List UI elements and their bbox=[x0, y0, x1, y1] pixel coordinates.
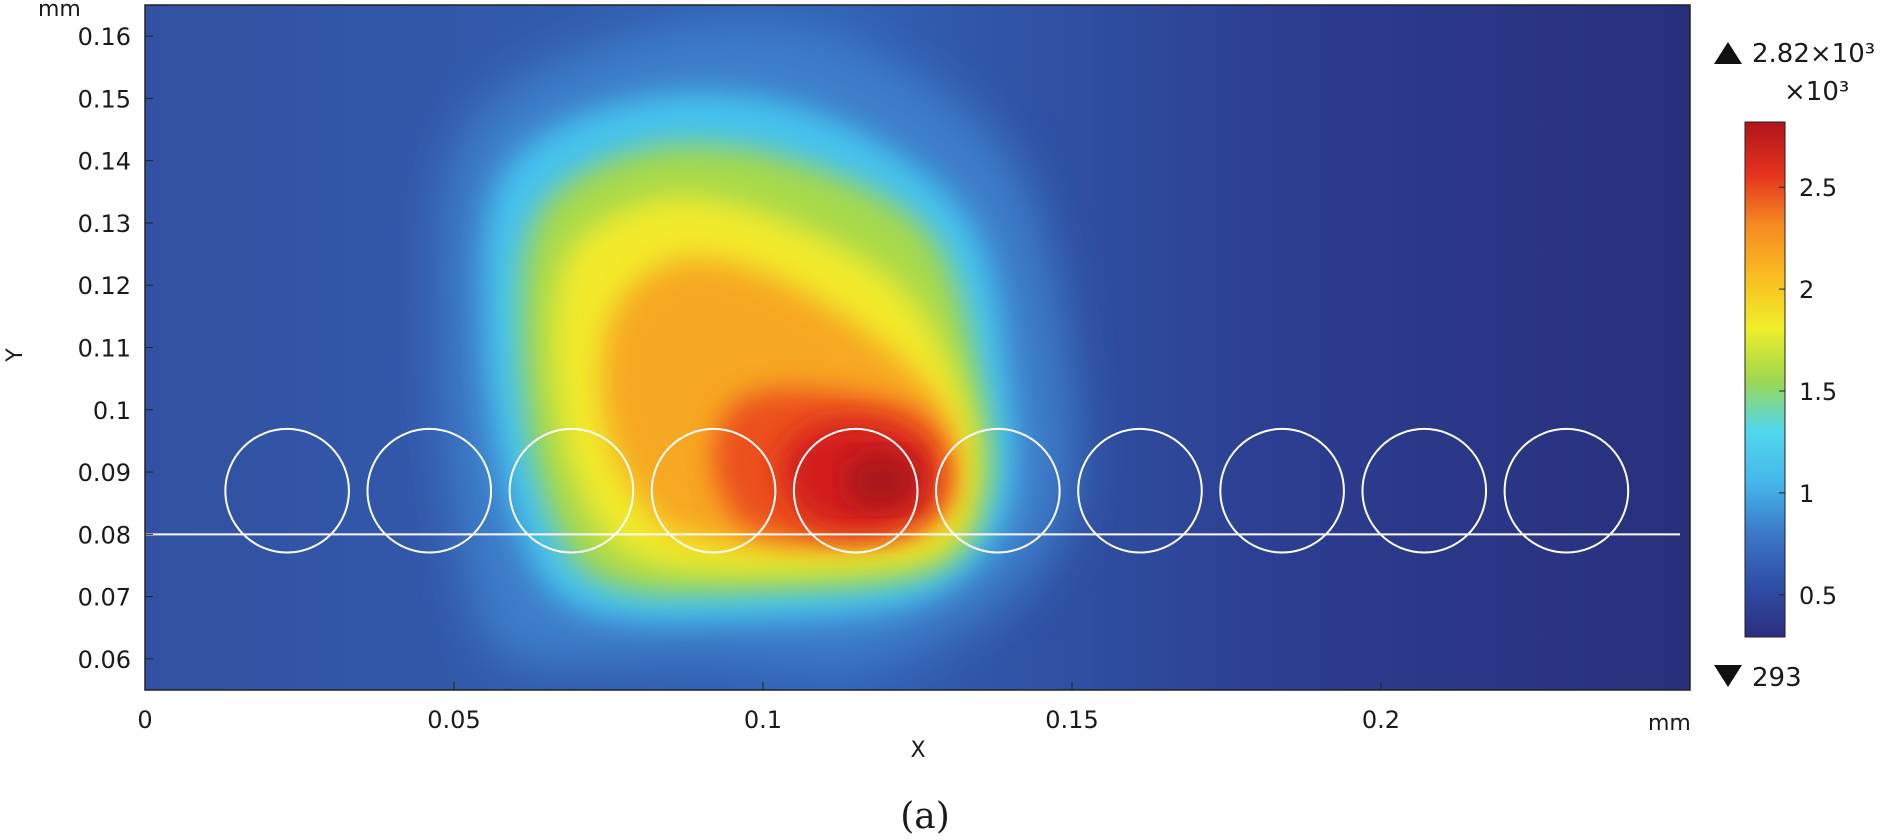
y-tick-label: 0.12 bbox=[78, 272, 131, 300]
colorbar-tick-label: 2 bbox=[1799, 276, 1814, 304]
colorbar-gradient bbox=[1744, 121, 1786, 638]
colorbar-max-marker-icon bbox=[1714, 42, 1742, 64]
particle-outlines bbox=[224, 427, 1630, 554]
particle-outline bbox=[1219, 427, 1345, 554]
y-tick-label: 0.13 bbox=[78, 210, 131, 238]
x-tick-label: 0.15 bbox=[1045, 706, 1098, 734]
y-tick-label: 0.1 bbox=[93, 397, 131, 425]
x-tick-label: 0.05 bbox=[427, 706, 480, 734]
y-tick-label: 0.15 bbox=[78, 85, 131, 113]
particle-outline bbox=[1503, 427, 1630, 554]
x-unit-label: mm bbox=[1648, 711, 1691, 736]
particle-outline bbox=[1077, 427, 1203, 554]
colorbar-multiplier-label: ×10³ bbox=[1784, 77, 1849, 107]
figure-caption: (a) bbox=[900, 796, 950, 837]
y-axis: 0.06 0.07 0.08 0.09 0.1 0.11 0.12 0.13 0.14 0.15 0… bbox=[78, 23, 153, 674]
x-axis-title: X bbox=[910, 738, 925, 763]
plot-area bbox=[144, 4, 1691, 691]
colorbar-min-label: 293 bbox=[1752, 663, 1802, 693]
y-unit-label: mm bbox=[38, 0, 81, 22]
colorbar-tick-label: 1 bbox=[1799, 480, 1814, 508]
y-tick-label: 0.07 bbox=[78, 584, 131, 612]
colorbar-max-label: 2.82×10³ bbox=[1752, 39, 1875, 69]
y-tick-label: 0.06 bbox=[78, 646, 131, 674]
colorbar-min-marker-icon bbox=[1714, 665, 1742, 687]
y-tick-label: 0.14 bbox=[78, 148, 131, 176]
colorbar: 2.82×10³ ×10³ 2.5 2 1.5 1 0.5 293 bbox=[1714, 39, 1875, 693]
y-tick-label: 0.08 bbox=[78, 521, 131, 549]
x-tick-label: 0 bbox=[137, 706, 152, 734]
colorbar-tick-label: 0.5 bbox=[1799, 582, 1837, 610]
y-tick-label: 0.09 bbox=[78, 459, 131, 487]
x-tick-label: 0.1 bbox=[744, 706, 782, 734]
particle-outline bbox=[224, 427, 350, 554]
particle-outline bbox=[508, 427, 635, 554]
particle-outline bbox=[650, 427, 777, 554]
x-tick-label: 0.2 bbox=[1362, 706, 1400, 734]
y-axis-title: Y bbox=[3, 348, 28, 363]
y-tick-label: 0.16 bbox=[78, 23, 131, 51]
particle-outline bbox=[792, 427, 919, 554]
particle-outline bbox=[935, 427, 1061, 554]
heat-contour-8 bbox=[846, 453, 919, 508]
colorbar-tick-label: 2.5 bbox=[1799, 174, 1837, 202]
particle-outline bbox=[1361, 427, 1488, 554]
colorbar-tick-label: 1.5 bbox=[1799, 378, 1837, 406]
colorbar-ticks: 2.5 2 1.5 1 0.5 bbox=[1779, 174, 1837, 610]
particle-outline bbox=[366, 427, 493, 554]
x-axis: 0 0.05 0.1 0.15 0.2 bbox=[137, 682, 1400, 734]
y-tick-label: 0.11 bbox=[78, 335, 131, 363]
